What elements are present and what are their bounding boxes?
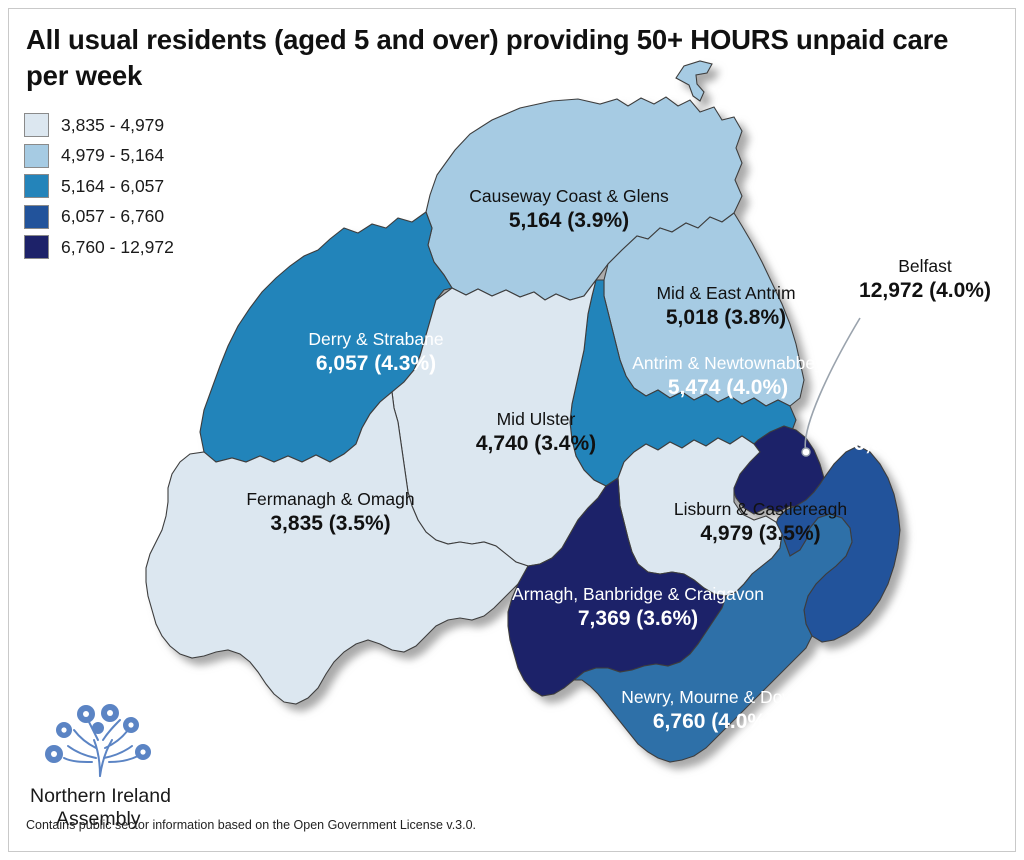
legend-label: 6,057 - 6,760	[61, 206, 165, 227]
logo-text: Northern Ireland Assembly	[30, 785, 230, 831]
region-newry-mourne-and-down	[572, 513, 853, 763]
legend-swatch	[24, 113, 49, 138]
region-rathlin-island	[675, 60, 713, 102]
legend-item: 5,164 - 6,057	[24, 171, 254, 202]
legend-label: 5,164 - 6,057	[61, 175, 165, 196]
legend-item: 6,057 - 6,760	[24, 202, 254, 233]
legend-item: 4,979 - 5,164	[24, 141, 254, 172]
legend-label: 4,979 - 5,164	[61, 145, 165, 166]
legend-swatch	[24, 143, 49, 168]
flax-flower-icon	[45, 704, 151, 777]
attribution-footer: Contains public sector information based…	[26, 818, 477, 832]
legend-item: 3,835 - 4,979	[24, 110, 254, 141]
legend-swatch	[24, 235, 49, 260]
legend-item: 6,760 - 12,972	[24, 232, 254, 263]
logo-line-2: Assembly	[56, 808, 141, 830]
legend: 3,835 - 4,979 4,979 - 5,164 5,164 - 6,05…	[24, 110, 254, 263]
belfast-callout-leader	[801, 317, 861, 457]
legend-label: 3,835 - 4,979	[61, 114, 165, 135]
logo-line-1: Northern Ireland	[30, 785, 171, 807]
ni-assembly-logo: Northern Ireland Assembly	[30, 700, 230, 831]
legend-swatch	[24, 204, 49, 229]
page-title: All usual residents (aged 5 and over) pr…	[26, 24, 949, 92]
region-fermanagh-and-omagh	[145, 390, 529, 705]
legend-swatch	[24, 174, 49, 199]
legend-label: 6,760 - 12,972	[61, 236, 174, 257]
region-mid-and-east-antrim	[603, 212, 805, 407]
